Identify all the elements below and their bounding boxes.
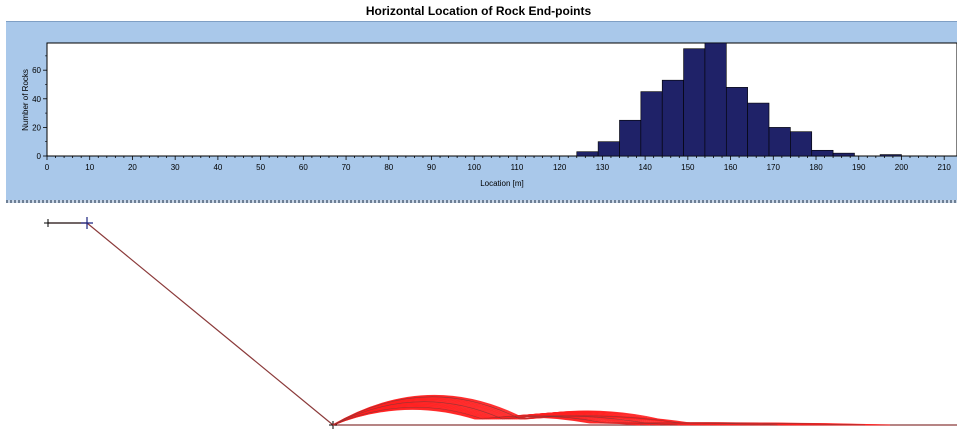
- histogram-bar: [725, 87, 748, 157]
- rock-trajectory-outline: [332, 406, 678, 426]
- histogram-bar: [661, 79, 684, 157]
- rock-trajectory-outline: [332, 396, 866, 426]
- histogram-bar: [811, 149, 834, 157]
- panel-bottom-edge: [6, 200, 957, 203]
- x-tick-label: 70: [342, 163, 351, 172]
- y-axis: 0 20 40 60: [32, 55, 47, 161]
- x-tick-label: 100: [468, 163, 482, 172]
- histogram-bars: [576, 42, 902, 157]
- histogram-bar: [790, 131, 813, 157]
- slope-profile: [44, 217, 957, 429]
- x-tick-label: 130: [596, 163, 610, 172]
- histogram-chart: 0 10 20 30 40 50 60 70 80 90 100 110 120 130 140 150 160…: [21, 42, 957, 188]
- histogram-bar: [879, 154, 902, 157]
- x-tick-label: 120: [553, 163, 567, 172]
- x-tick-label: 0: [45, 163, 50, 172]
- vertex-markers: [44, 217, 337, 429]
- histogram-bar: [768, 127, 791, 157]
- x-tick-label: 80: [384, 163, 393, 172]
- y-axis-label: Number of Rocks: [21, 69, 30, 131]
- histogram-bar: [704, 42, 727, 157]
- histogram-bar: [747, 102, 770, 157]
- vertex-marker-start: [44, 219, 52, 227]
- slope-polyline: [48, 222, 957, 426]
- x-tick-label: 190: [852, 163, 866, 172]
- x-tick-label: 30: [171, 163, 180, 172]
- slope-line: [48, 222, 957, 426]
- y-tick-label: 20: [32, 123, 41, 132]
- histogram-bar: [640, 91, 663, 157]
- x-tick-label: 90: [427, 163, 436, 172]
- x-tick-label: 160: [724, 163, 738, 172]
- x-tick-label: 200: [895, 163, 909, 172]
- y-tick-label: 40: [32, 95, 41, 104]
- rock-trajectories: [332, 394, 891, 426]
- vertex-marker-crest: [81, 217, 93, 229]
- x-tick-label: 110: [511, 163, 524, 172]
- y-tick-label: 60: [32, 66, 41, 75]
- x-tick-label: 50: [256, 163, 265, 172]
- x-tick-label: 210: [938, 163, 952, 172]
- x-tick-label: 40: [213, 163, 222, 172]
- x-tick-label: 180: [809, 163, 823, 172]
- histogram-bar: [619, 119, 642, 157]
- histogram-bar: [597, 141, 620, 157]
- x-tick-label: 150: [681, 163, 695, 172]
- histogram-bar: [683, 48, 706, 157]
- histogram-bar: [832, 152, 855, 157]
- x-tick-label: 60: [299, 163, 308, 172]
- plot-area: [46, 42, 957, 157]
- x-axis: 0 10 20 30 40 50 60 70 80 90 100 110 120 130 140 150 160…: [45, 156, 952, 172]
- chart-title: Horizontal Location of Rock End-points: [365, 4, 592, 18]
- x-tick-label: 10: [85, 163, 94, 172]
- x-tick-label: 170: [767, 163, 781, 172]
- y-tick-label: 0: [37, 152, 42, 161]
- histogram-bar: [576, 151, 599, 157]
- x-axis-label: Location [m]: [480, 179, 524, 188]
- x-tick-label: 20: [128, 163, 137, 172]
- x-tick-label: 140: [638, 163, 652, 172]
